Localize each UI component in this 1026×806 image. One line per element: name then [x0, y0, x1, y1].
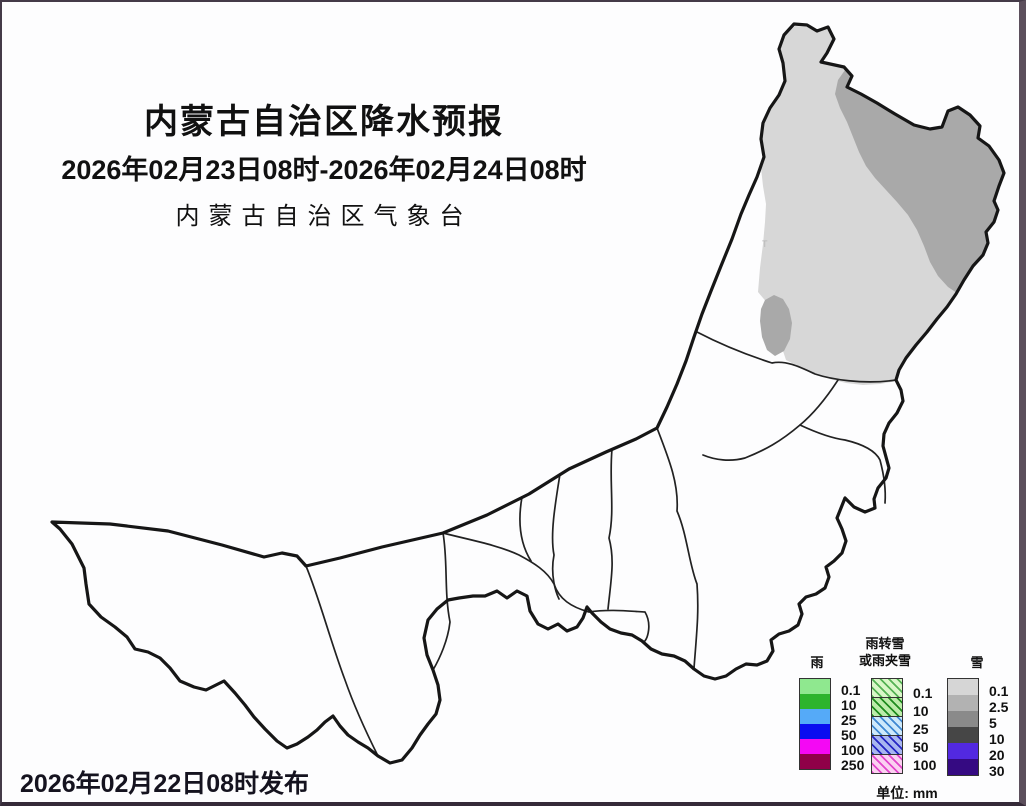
- legend-title-sleet: 雨转雪 或雨夹雪: [858, 636, 911, 668]
- legend-swatch-snow-20: [948, 743, 978, 759]
- legend-swatch-rain-50: [800, 724, 830, 739]
- legend-swatch-sleet-0.1: [872, 679, 902, 697]
- legend-swatch-sleet-50: [872, 735, 902, 754]
- legend-swatch-snow-5: [948, 711, 978, 727]
- legend-swatch-snow-10: [948, 727, 978, 743]
- legend-swatch-stack: [799, 678, 831, 770]
- legend-value-snow-30: 30: [989, 763, 1005, 779]
- legend-value-snow-10: 10: [989, 731, 1005, 747]
- league-boundaries: [305, 331, 897, 757]
- legend-value-snow-0.1: 0.1: [989, 683, 1009, 699]
- legend-swatch-rain-250: [800, 754, 830, 769]
- legend-value-sleet-25: 25: [913, 721, 929, 737]
- legend-value-rain-250: 250: [841, 757, 865, 773]
- legend-value-sleet-100: 100: [913, 757, 937, 773]
- legend-value-sleet-0.1: 0.1: [913, 685, 933, 701]
- legend-swatch-rain-0.1: [800, 679, 830, 694]
- legend-swatch-sleet-10: [872, 697, 902, 716]
- legend-value-rain-50: 50: [841, 727, 857, 743]
- legend-value-sleet-50: 50: [913, 739, 929, 755]
- snow-dark-region: [835, 70, 1004, 293]
- snow-dark-patch: [760, 295, 792, 356]
- legend-title-rain: 雨: [810, 655, 824, 670]
- snow-light-region: [758, 26, 1004, 385]
- legend-value-snow-20: 20: [989, 747, 1005, 763]
- legend-value-rain-0.1: 0.1: [841, 682, 861, 698]
- legend-value-rain-10: 10: [841, 697, 857, 713]
- legend-value-snow-5: 5: [989, 715, 997, 731]
- forecast-period: 2026年02月23日08时-2026年02月24日08时: [61, 155, 587, 185]
- legend-swatch-snow-2.5: [948, 695, 978, 711]
- legend-unit-label: 单位: mm: [876, 785, 938, 801]
- page-title: 内蒙古自治区降水预报: [144, 103, 504, 141]
- legend-value-rain-100: 100: [841, 742, 865, 758]
- legend-value-rain-25: 25: [841, 712, 857, 728]
- legend-swatch-stack: [871, 678, 903, 774]
- map-faint-mark: T: [762, 239, 768, 249]
- legend-swatch-snow-30: [948, 759, 978, 775]
- legend-swatch-sleet-100: [872, 754, 902, 773]
- legend-swatch-rain-10: [800, 694, 830, 709]
- legend-title-snow: 雪: [970, 655, 984, 670]
- legend-swatch-snow-0.1: [948, 679, 978, 695]
- legend-value-snow-2.5: 2.5: [989, 699, 1009, 715]
- issue-time: 2026年02月22日08时发布: [20, 770, 310, 798]
- legend-value-sleet-10: 10: [913, 703, 929, 719]
- legend-swatch-stack: [947, 678, 979, 776]
- province-outline: [50, 22, 1006, 765]
- legend-swatch-rain-25: [800, 709, 830, 724]
- legend-swatch-sleet-25: [872, 716, 902, 735]
- issuing-agency: 内蒙古自治区气象台: [175, 204, 473, 230]
- legend-swatch-rain-100: [800, 739, 830, 754]
